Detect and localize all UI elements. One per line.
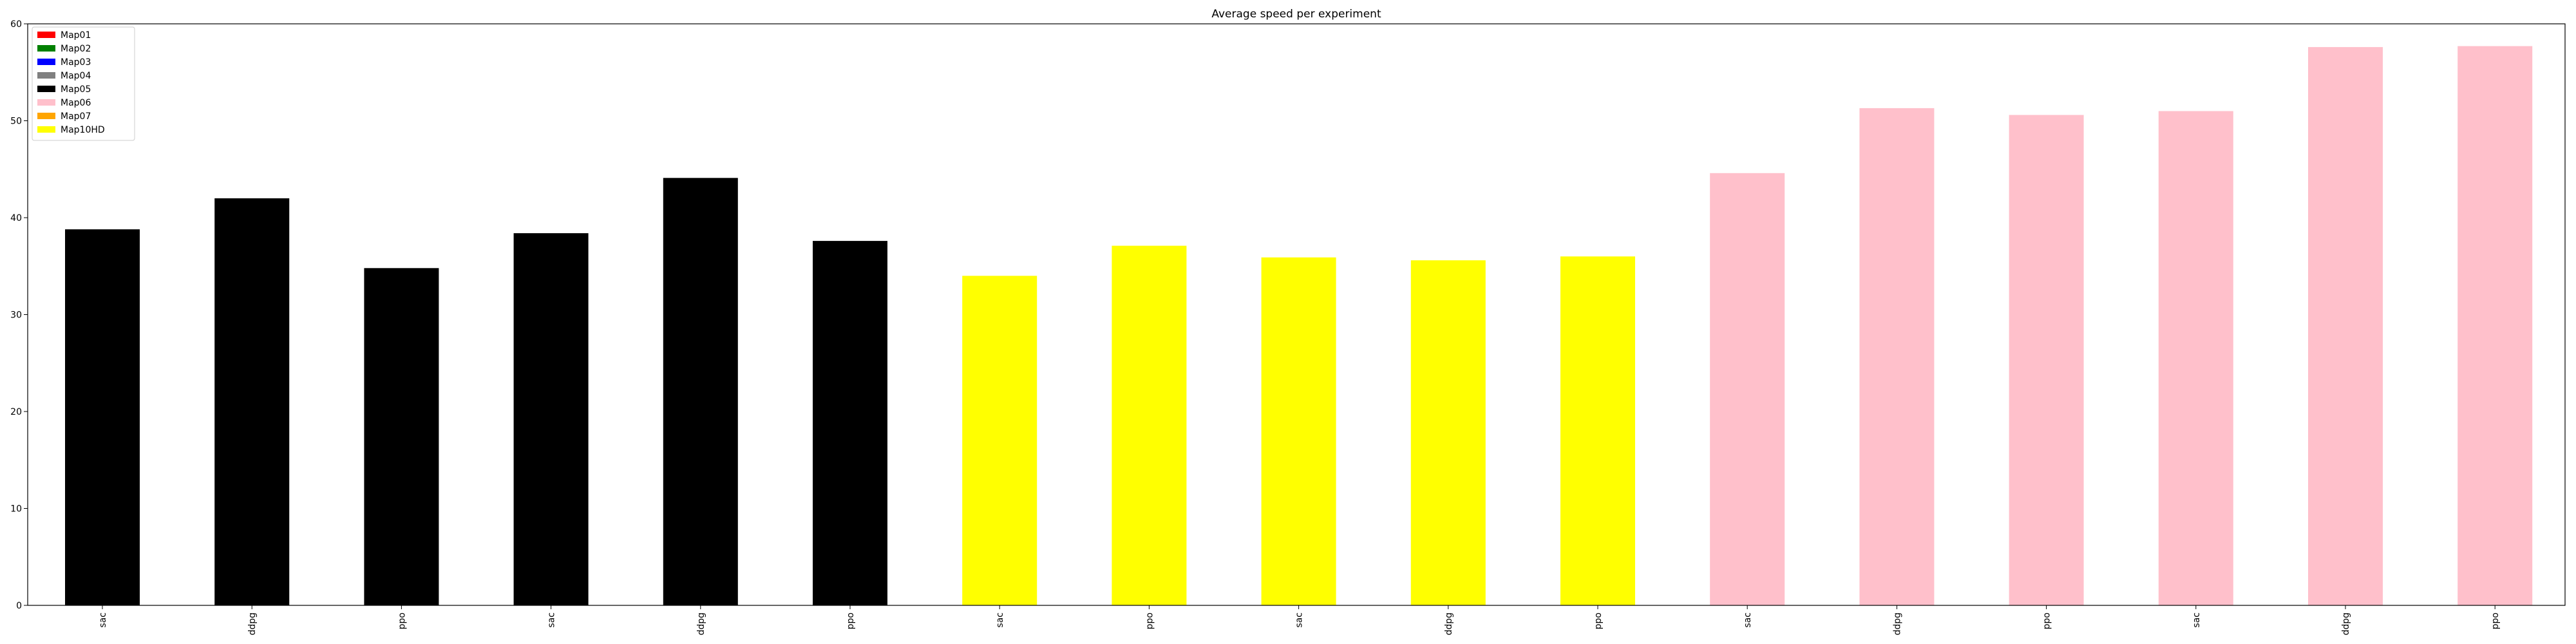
legend-label: Map05 (61, 84, 91, 95)
x-tick-label: ddpg (696, 612, 706, 636)
legend-label: Map10HD (61, 125, 105, 135)
bar (214, 198, 290, 605)
legend-swatch (37, 32, 55, 38)
legend-label: Map06 (61, 98, 91, 108)
y-tick-label: 10 (10, 504, 22, 515)
legend-label: Map03 (61, 57, 91, 68)
bar (1859, 108, 1935, 605)
chart-title: Average speed per experiment (1211, 8, 1381, 21)
bar (663, 178, 738, 605)
x-tick-label: ppo (397, 612, 407, 629)
x-tick-label: sac (98, 612, 108, 628)
legend-label: Map04 (61, 71, 91, 81)
bar (2158, 111, 2233, 605)
bar (65, 229, 140, 606)
x-tick-label: ddpg (1444, 612, 1454, 636)
x-tick-label: sac (1294, 612, 1305, 628)
y-axis: 0 10 20 30 40 50 60 (10, 19, 28, 611)
legend-label: Map07 (61, 111, 91, 122)
bar (962, 276, 1037, 605)
bar (1560, 256, 1635, 605)
bar (2009, 115, 2084, 605)
x-tick-label: ppo (1144, 612, 1155, 629)
legend: Map01 Map02 Map03 Map04 Map05 Map06 Map07 Map10… (32, 26, 135, 141)
x-tick-label: ppo (1593, 612, 1604, 629)
legend-box (32, 26, 135, 141)
x-tick-label: sac (995, 612, 1005, 628)
x-tick-label: ppo (2490, 612, 2501, 629)
y-tick-label: 0 (16, 601, 22, 611)
x-tick-label: sac (1743, 612, 1753, 628)
legend-swatch (37, 113, 55, 119)
bars-group (65, 46, 2533, 606)
legend-label: Map01 (61, 30, 91, 41)
bar (513, 233, 589, 606)
y-tick-label: 60 (10, 19, 22, 30)
x-axis: sac ddpg ppo sac ddpg ppo sac ppo sac ddpg ppo sac d… (98, 605, 2501, 636)
legend-label: Map02 (61, 44, 91, 54)
bar (1112, 245, 1187, 606)
x-tick-label: ddpg (247, 612, 258, 636)
bar (2458, 46, 2533, 606)
legend-swatch (37, 72, 55, 79)
legend-swatch (37, 86, 55, 92)
x-tick-label: ppo (846, 612, 856, 629)
bar (1710, 173, 1785, 605)
y-tick-label: 40 (10, 213, 22, 223)
bar (364, 268, 439, 605)
y-tick-label: 50 (10, 117, 22, 127)
legend-swatch (37, 59, 55, 65)
bar (813, 241, 887, 606)
x-tick-label: sac (2192, 612, 2202, 628)
bar (2308, 47, 2383, 606)
x-tick-label: ddpg (1892, 612, 1902, 636)
bar (1261, 257, 1336, 605)
legend-swatch (37, 126, 55, 133)
legend-swatch (37, 99, 55, 106)
x-tick-label: sac (547, 612, 557, 628)
y-tick-label: 30 (10, 310, 22, 321)
x-tick-label: ddpg (2341, 612, 2351, 636)
x-tick-label: ppo (2042, 612, 2052, 629)
bar (1410, 260, 1486, 605)
legend-swatch (37, 45, 55, 52)
y-tick-label: 20 (10, 407, 22, 417)
